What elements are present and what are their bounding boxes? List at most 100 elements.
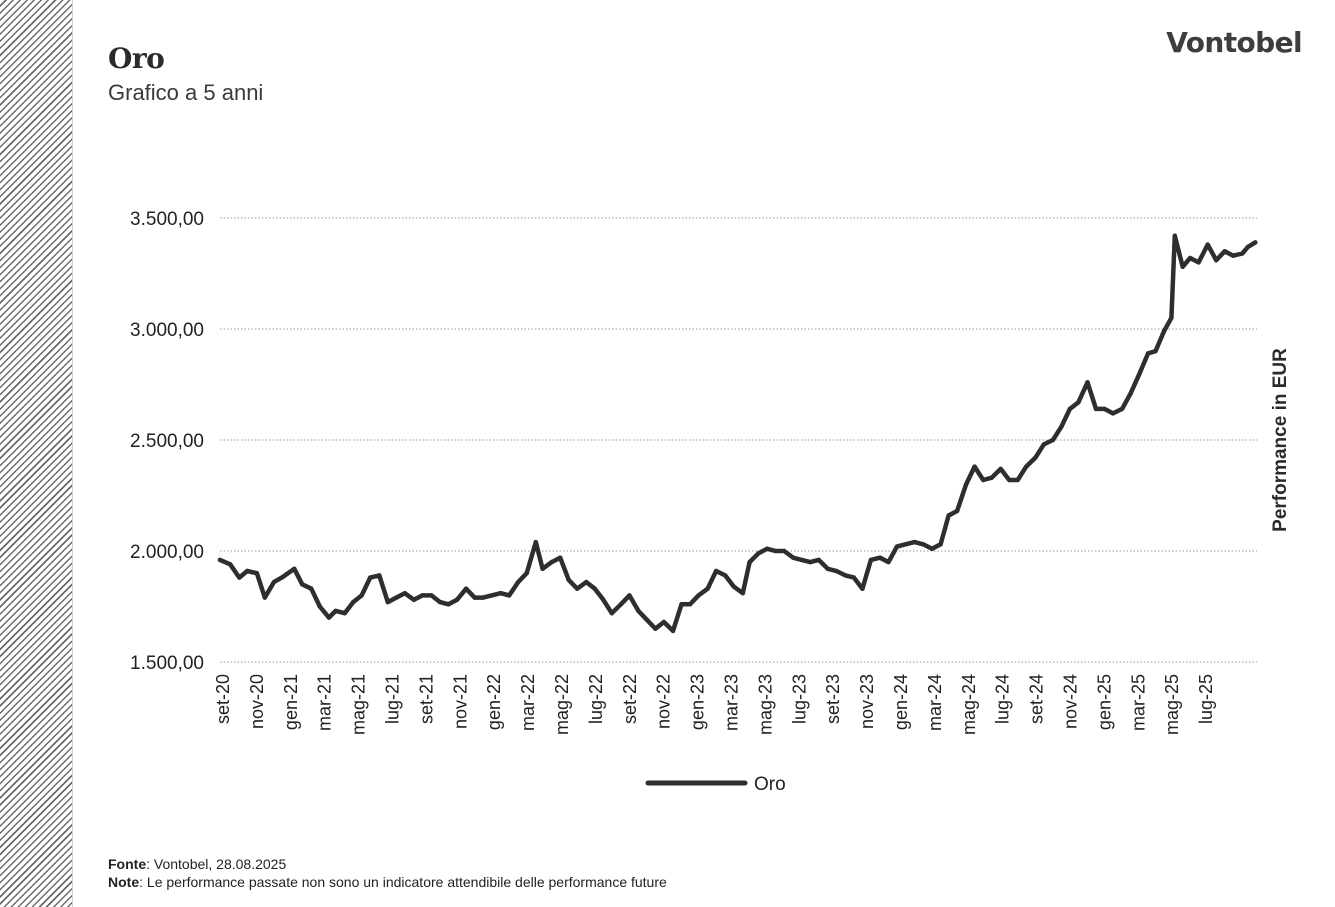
data-point (799, 557, 804, 563)
data-point (679, 602, 684, 607)
footer: Fonte: Vontobel, 28.08.2025 Note: Le per… (108, 855, 667, 891)
data-point (618, 602, 624, 607)
data-point (592, 586, 597, 591)
data-point (420, 593, 425, 598)
data-point (1240, 251, 1245, 256)
data-point (463, 586, 469, 591)
note-text: : Le performance passate non sono un ind… (139, 874, 667, 890)
data-point (868, 557, 874, 563)
data-point (808, 559, 813, 565)
y-tick-label: 1.500,00 (130, 653, 204, 674)
data-point (1050, 437, 1056, 443)
data-point (609, 611, 614, 616)
data-point (271, 579, 277, 585)
note-label: Note (108, 874, 140, 890)
data-point (1145, 351, 1151, 356)
data-point (351, 599, 356, 605)
data-point (429, 593, 434, 598)
data-point (981, 477, 986, 483)
data-point (1128, 391, 1133, 396)
data-point (575, 586, 580, 591)
data-point (1231, 253, 1236, 258)
x-tick-label: lug-21 (383, 674, 403, 724)
x-tick-label: nov-21 (450, 674, 470, 729)
data-point (446, 602, 451, 607)
x-tick-label: nov-24 (1061, 674, 1081, 729)
data-point (1085, 380, 1090, 385)
data-point (1093, 406, 1099, 412)
x-tick-label: set-24 (1027, 674, 1047, 724)
data-point (747, 559, 752, 565)
x-tick-label: mag-24 (959, 674, 979, 735)
decorative-stripe (0, 0, 72, 907)
data-point (1205, 242, 1210, 247)
x-tick-label: mar-21 (315, 674, 335, 731)
data-point (1033, 455, 1038, 460)
data-point (731, 584, 736, 589)
data-point (524, 571, 529, 576)
data-point (498, 591, 503, 596)
data-point (558, 555, 563, 560)
grid-lines (220, 217, 1257, 663)
data-point (764, 546, 770, 551)
x-tick-label: gen-24 (891, 674, 911, 730)
data-point (740, 591, 745, 596)
data-point (972, 464, 977, 469)
legend: Oro (645, 774, 786, 795)
data-point (437, 599, 443, 605)
data-point (903, 542, 908, 547)
data-point (1076, 400, 1081, 405)
data-point (773, 548, 778, 554)
data-point (705, 586, 710, 591)
data-point (317, 604, 322, 609)
data-point (1172, 233, 1178, 238)
data-point (713, 568, 719, 574)
data-point (989, 475, 994, 480)
data-point (1169, 315, 1174, 321)
series-line-oro (217, 233, 1258, 634)
data-point (843, 573, 848, 578)
data-point (998, 466, 1003, 472)
data-point (326, 615, 332, 620)
data-point (279, 575, 284, 580)
x-tick-label: gen-22 (484, 674, 504, 730)
y-tick-label: 2.000,00 (130, 542, 204, 563)
data-point (472, 595, 477, 600)
data-point (394, 595, 399, 600)
x-tick-label: lug-22 (586, 674, 606, 724)
data-point (359, 593, 364, 598)
data-point (540, 566, 545, 571)
data-point (687, 602, 693, 607)
data-point (533, 539, 538, 545)
data-point (963, 482, 969, 487)
data-point (816, 557, 821, 563)
data-point (653, 626, 658, 631)
data-point (342, 611, 347, 616)
data-point (670, 628, 676, 634)
data-point (1110, 411, 1116, 416)
data-point (1180, 264, 1185, 269)
x-tick-label: mag-22 (552, 674, 572, 735)
data-point (1222, 249, 1227, 254)
data-point (262, 595, 267, 600)
data-point (834, 568, 839, 574)
x-tick-label: gen-23 (688, 674, 708, 730)
stripe-border (72, 0, 73, 907)
data-point (228, 562, 233, 567)
data-point (781, 548, 787, 554)
data-point (636, 608, 641, 614)
data-point (480, 595, 486, 600)
data-point (385, 599, 390, 605)
data-point (566, 577, 571, 583)
data-point (954, 508, 960, 514)
data-point (1015, 477, 1020, 483)
data-point (1196, 260, 1201, 265)
chart-title: Oro (108, 42, 165, 75)
source-line: Fonte: Vontobel, 28.08.2025 (108, 855, 667, 873)
data-point (489, 593, 494, 598)
y-axis-label: Performance in EUR (1270, 348, 1291, 532)
data-point (920, 542, 926, 547)
x-tick-label: set-20 (213, 674, 233, 724)
brand-logo: Vontobel (1166, 26, 1302, 59)
data-point (946, 513, 951, 518)
